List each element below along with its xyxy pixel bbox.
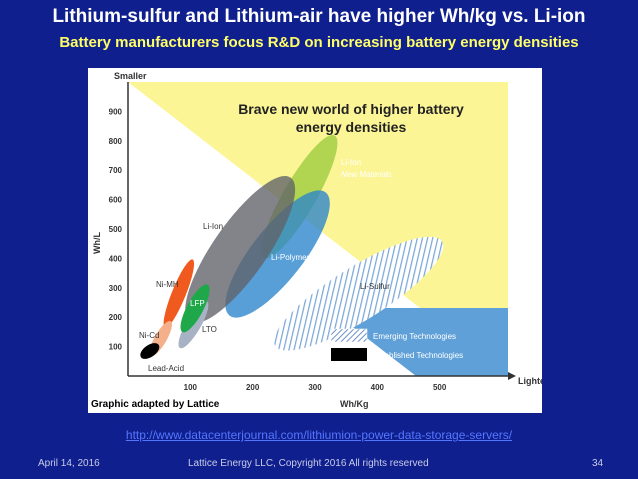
x-axis-arrow [508, 372, 516, 380]
x-axis-end-label: Lighter [518, 376, 542, 386]
x-tick-label: 400 [371, 383, 385, 392]
legend-label-emerging: Emerging Technologies [373, 332, 456, 341]
ellipse-li-polymer [225, 190, 330, 318]
y-tick-label: 500 [109, 225, 123, 234]
y-axis-top-label: Smaller [114, 71, 147, 81]
label-li-sulfur: Li-Sulfur [360, 282, 390, 291]
label-lfp: LFP [190, 299, 205, 308]
chart-legend: Emerging Technologies Established Techno… [330, 328, 463, 361]
y-axis-label: Wh/L [92, 232, 102, 254]
x-tick-label: 100 [184, 383, 198, 392]
label-li-ion-new-2: New Materials [341, 170, 392, 179]
ellipse-lfp [180, 284, 210, 333]
y-tick-label: 100 [109, 343, 123, 352]
y-tick-label: 600 [109, 196, 123, 205]
ellipse-ni-mh [163, 259, 195, 328]
graphic-credit: Graphic adapted by Lattice [91, 399, 220, 410]
footer-date: April 14, 2016 [38, 458, 100, 469]
y-tick-label: 300 [109, 284, 123, 293]
ellipse-lead-acid [140, 343, 160, 359]
label-ni-mh: Ni-MH [156, 280, 179, 289]
ellipse-li-ion [185, 175, 296, 324]
legend-swatch-established [331, 348, 367, 361]
y-tick-label: 400 [109, 254, 123, 263]
annotation-line-2: energy densities [296, 119, 407, 135]
y-tick-label: 200 [109, 313, 123, 322]
legend-label-established: Established Technologies [373, 351, 463, 360]
footer-copyright: Lattice Energy LLC, Copyright 2016 All r… [188, 458, 429, 469]
x-axis-label: Wh/Kg [340, 399, 369, 409]
annotation-line-1: Brave new world of higher battery [238, 101, 464, 117]
energy-density-chart: 100 200 300 400 500 600 700 800 900 100 200 300 400… [92, 71, 542, 409]
x-tick-label: 500 [433, 383, 447, 392]
slide-title: Lithium-sulfur and Lithium-air have high… [52, 6, 586, 27]
label-li-polymer: Li-Polymer [271, 253, 310, 262]
label-lto: LTO [202, 325, 217, 334]
slide-subtitle: Battery manufacturers focus R&D on incre… [59, 34, 579, 51]
established-region [328, 308, 508, 376]
label-ni-cd: Ni-Cd [139, 331, 159, 340]
ellipse-li-sulfur [273, 236, 444, 351]
chart-panel: 100 200 300 400 500 600 700 800 900 100 200 300 400… [88, 68, 542, 413]
label-lead-acid: Lead-Acid [148, 364, 184, 373]
label-li-ion-new-1: Li-Ion [341, 158, 361, 167]
legend-swatch-emerging [330, 328, 368, 343]
y-tick-label: 700 [109, 166, 123, 175]
footer-page-number: 34 [592, 458, 604, 469]
y-tick-label: 900 [109, 107, 123, 116]
x-tick-label: 300 [308, 383, 322, 392]
x-tick-label: 200 [246, 383, 260, 392]
label-li-ion: Li-Ion [203, 222, 223, 231]
source-link[interactable]: http://www.datacenterjournal.com/lithium… [125, 428, 513, 442]
y-tick-label: 800 [109, 137, 123, 146]
